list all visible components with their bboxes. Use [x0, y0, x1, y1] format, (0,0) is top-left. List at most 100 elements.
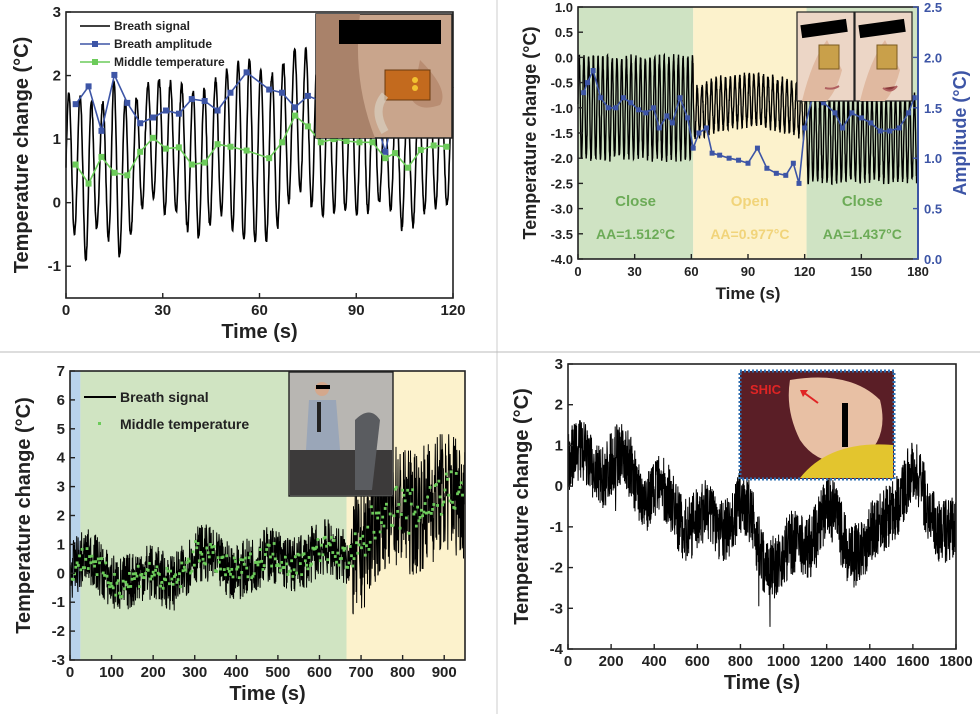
amplitude-marker: [796, 180, 802, 186]
middle-temperature-point: [189, 571, 192, 575]
x-tick-label: 400: [642, 653, 667, 670]
middle-temperature-point: [103, 573, 106, 577]
middle-temperature-point: [368, 540, 372, 544]
breath-amplitude-marker: [85, 83, 92, 90]
middle-temperature-point: [393, 487, 397, 491]
middle-temperature-point: [457, 490, 461, 494]
y-tick-label: -1: [48, 258, 61, 275]
middle-temperature-point: [413, 510, 417, 514]
middle-temperature-point: [256, 563, 260, 567]
middle-temperature-point: [78, 554, 81, 558]
middle-temperature-point: [352, 557, 356, 561]
sensor-film: [374, 92, 389, 135]
middle-temperature-point: [325, 544, 328, 548]
middle-temperature-point: [305, 563, 308, 567]
y-tick-label: 0: [555, 478, 563, 495]
middle-temperature-marker: [188, 161, 195, 168]
photo-gym-floor: [290, 450, 392, 495]
middle-temperature-point: [404, 516, 408, 520]
breath-amplitude-marker: [382, 148, 389, 155]
middle-temperature-point: [140, 573, 144, 576]
middle-temperature-point: [104, 561, 108, 565]
amplitude-marker: [709, 150, 715, 156]
middle-temperature-point: [196, 542, 200, 545]
middle-temperature-marker: [382, 155, 389, 162]
sensor: [818, 44, 840, 70]
middle-temperature-point: [260, 559, 264, 563]
legend-label: Middle temperature: [114, 55, 225, 69]
middle-temperature-point: [190, 569, 194, 573]
middle-temperature-point: [366, 525, 370, 529]
middle-temperature-point: [149, 577, 153, 581]
middle-temperature-point: [285, 562, 289, 566]
breath-amplitude-marker: [243, 69, 250, 76]
middle-temperature-marker: [72, 161, 79, 168]
middle-temperature-point: [280, 560, 284, 564]
x-tick-label: 1200: [810, 653, 843, 670]
middle-temperature-point: [290, 559, 294, 563]
photo-tie: [317, 402, 321, 432]
middle-temperature-point: [180, 561, 184, 565]
middle-temperature-point: [200, 552, 204, 556]
middle-temperature-point: [283, 555, 287, 559]
y-tick-label: -3.5: [551, 227, 573, 242]
middle-temperature-point: [157, 572, 161, 576]
legend-label: Breath signal: [114, 19, 190, 33]
middle-temperature-point: [244, 556, 247, 560]
middle-temperature-point: [230, 567, 234, 571]
photo-cheek-shadow: [316, 14, 375, 138]
amplitude-marker: [773, 170, 779, 176]
middle-temperature-point: [291, 575, 295, 578]
middle-temperature-point: [331, 551, 335, 554]
middle-temperature-point: [108, 585, 111, 589]
x-tick-label: 150: [850, 264, 872, 279]
amplitude-marker: [726, 155, 732, 161]
x-tick-label: 60: [684, 264, 698, 279]
photo-shirt: [306, 400, 340, 450]
middle-temperature-point: [326, 558, 330, 562]
amplitude-marker: [821, 100, 827, 106]
middle-temperature-point: [187, 559, 191, 563]
amplitude-marker: [643, 110, 649, 116]
middle-temperature-point: [295, 571, 299, 575]
middle-temperature-point: [212, 545, 216, 548]
breath-signal-line: [567, 419, 957, 627]
middle-temperature-point: [105, 574, 109, 578]
middle-temperature-point: [116, 579, 120, 583]
middle-temperature-point: [136, 564, 140, 568]
middle-temperature-point: [381, 515, 385, 519]
x-tick-label: 180: [907, 264, 929, 279]
middle-temperature-point: [91, 560, 95, 564]
middle-temperature-marker: [417, 146, 424, 153]
breath-signal-line: [577, 52, 919, 186]
amplitude-marker: [849, 110, 855, 116]
y-tick-label: -2.5: [551, 176, 573, 191]
legend-marker: [98, 422, 101, 425]
middle-temperature-point: [204, 562, 207, 566]
middle-temperature-point: [428, 486, 432, 489]
y-tick-label: -2.0: [551, 151, 573, 166]
middle-temperature-point: [249, 552, 252, 556]
middle-temperature-point: [231, 575, 235, 579]
right-y-tick-label: 2.0: [924, 50, 942, 65]
y-tick-label: -2: [52, 623, 65, 640]
middle-temperature-marker: [162, 145, 169, 152]
breath-amplitude-marker: [188, 96, 195, 103]
middle-temperature-point: [419, 508, 423, 512]
amplitude-marker: [802, 125, 808, 131]
middle-temperature-point: [340, 557, 343, 560]
middle-temperature-point: [246, 575, 250, 579]
middle-temperature-marker: [137, 148, 144, 155]
middle-temperature-point: [330, 536, 333, 539]
middle-temperature-point: [95, 573, 99, 577]
middle-temperature-point: [221, 555, 225, 559]
middle-temperature-point: [154, 568, 158, 572]
middle-temperature-point: [371, 511, 375, 515]
x-tick-label: 900: [432, 664, 457, 681]
middle-temperature-point: [128, 572, 131, 575]
panel-c-axes: 0 100 200 300 400 500 600 700 800 900 -3 -2 -1 0 1 2 3 4 5…: [13, 363, 466, 705]
x-tick-label: 120: [440, 302, 465, 319]
amplitude-marker: [677, 95, 683, 101]
photo-pillow: [800, 444, 893, 478]
